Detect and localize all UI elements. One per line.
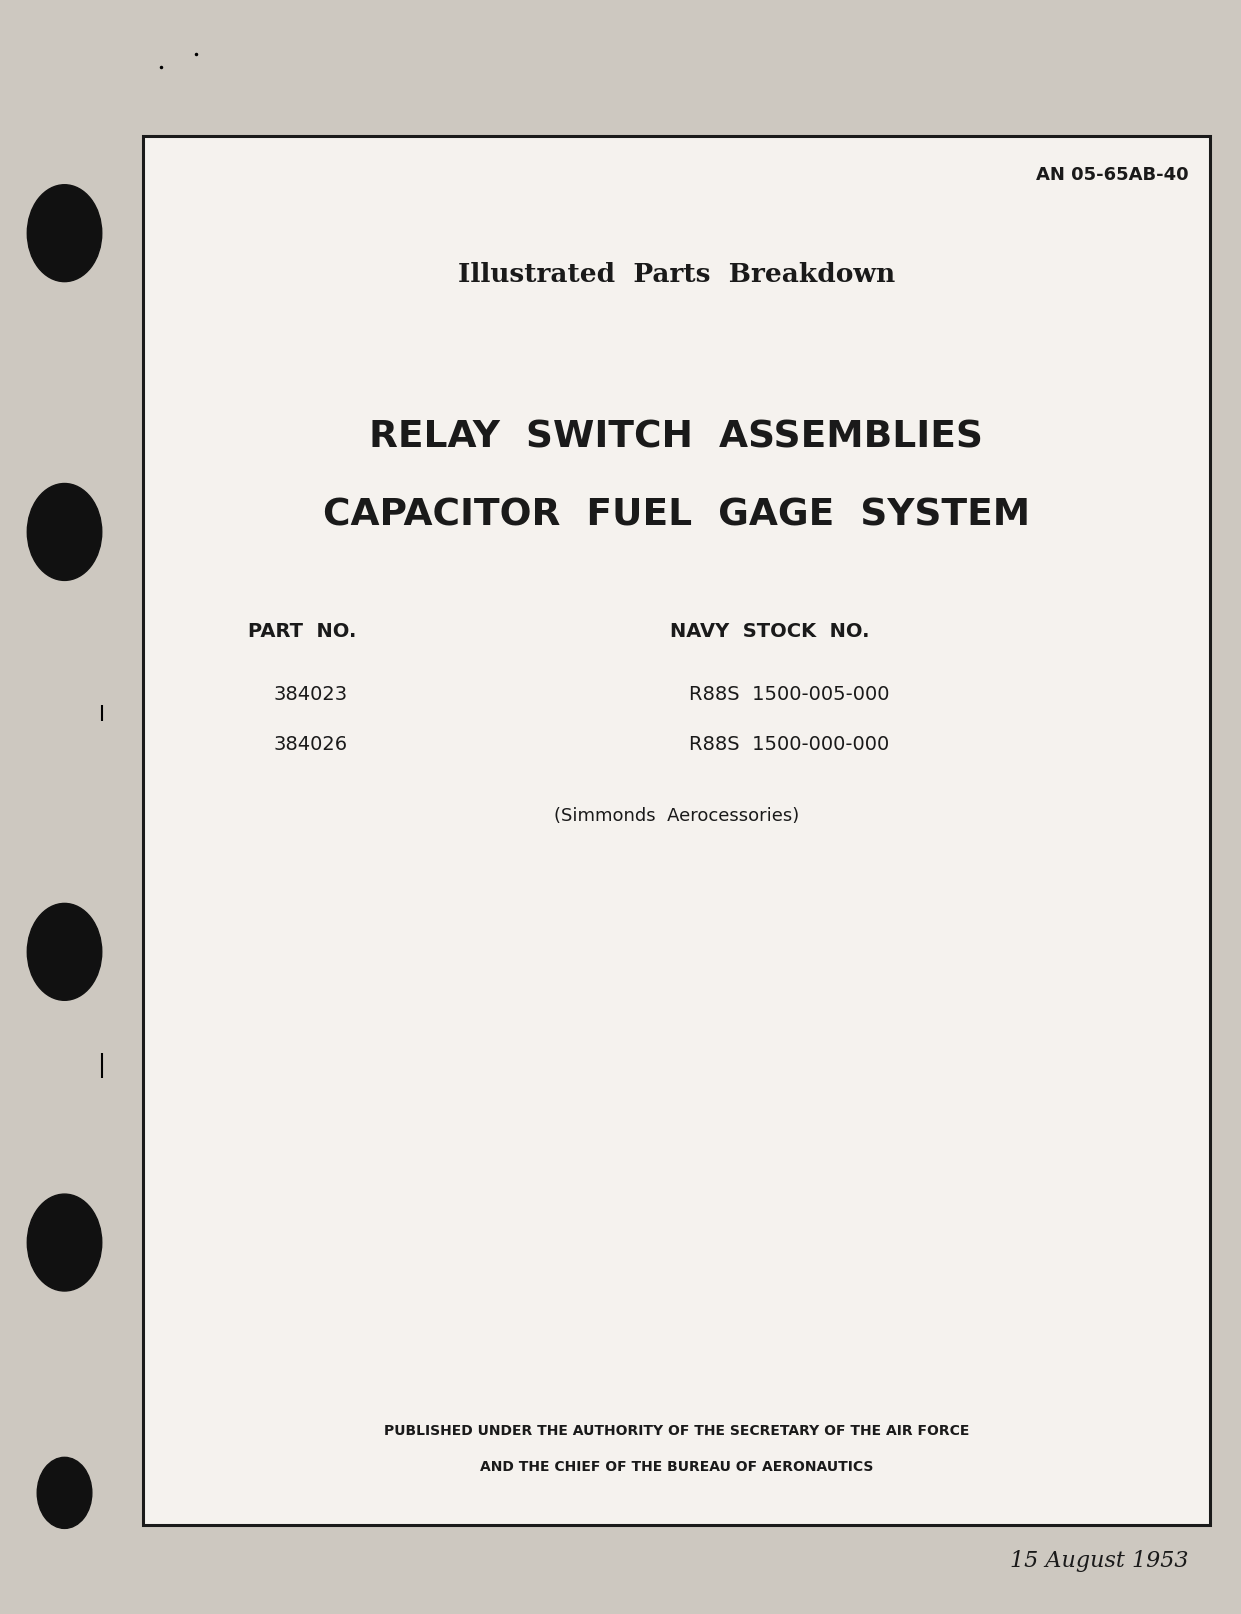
- Circle shape: [27, 1194, 102, 1291]
- Text: NAVY  STOCK  NO.: NAVY STOCK NO.: [670, 621, 870, 641]
- Text: R88S  1500-005-000: R88S 1500-005-000: [689, 684, 890, 704]
- Text: 384023: 384023: [273, 684, 347, 704]
- Text: AND THE CHIEF OF THE BUREAU OF AERONAUTICS: AND THE CHIEF OF THE BUREAU OF AERONAUTI…: [480, 1459, 872, 1474]
- Text: 15 August 1953: 15 August 1953: [1010, 1549, 1189, 1572]
- Circle shape: [27, 484, 102, 581]
- Circle shape: [27, 186, 102, 282]
- Circle shape: [27, 904, 102, 1001]
- Text: CAPACITOR  FUEL  GAGE  SYSTEM: CAPACITOR FUEL GAGE SYSTEM: [323, 497, 1030, 533]
- Text: (Simmonds  Aerocеssories): (Simmonds Aerocеssories): [553, 807, 799, 825]
- Circle shape: [37, 1457, 92, 1528]
- Text: PUBLISHED UNDER THE AUTHORITY OF THE SECRETARY OF THE AIR FORCE: PUBLISHED UNDER THE AUTHORITY OF THE SEC…: [383, 1424, 969, 1438]
- Text: 384026: 384026: [273, 734, 347, 754]
- Text: R88S  1500-000-000: R88S 1500-000-000: [689, 734, 889, 754]
- Bar: [143, 137, 1210, 1525]
- Text: RELAY  SWITCH  ASSEMBLIES: RELAY SWITCH ASSEMBLIES: [370, 420, 983, 455]
- Text: PART  NO.: PART NO.: [248, 621, 356, 641]
- Text: Illustrated  Parts  Breakdown: Illustrated Parts Breakdown: [458, 261, 895, 286]
- Text: AN 05-65AB-40: AN 05-65AB-40: [1036, 166, 1189, 184]
